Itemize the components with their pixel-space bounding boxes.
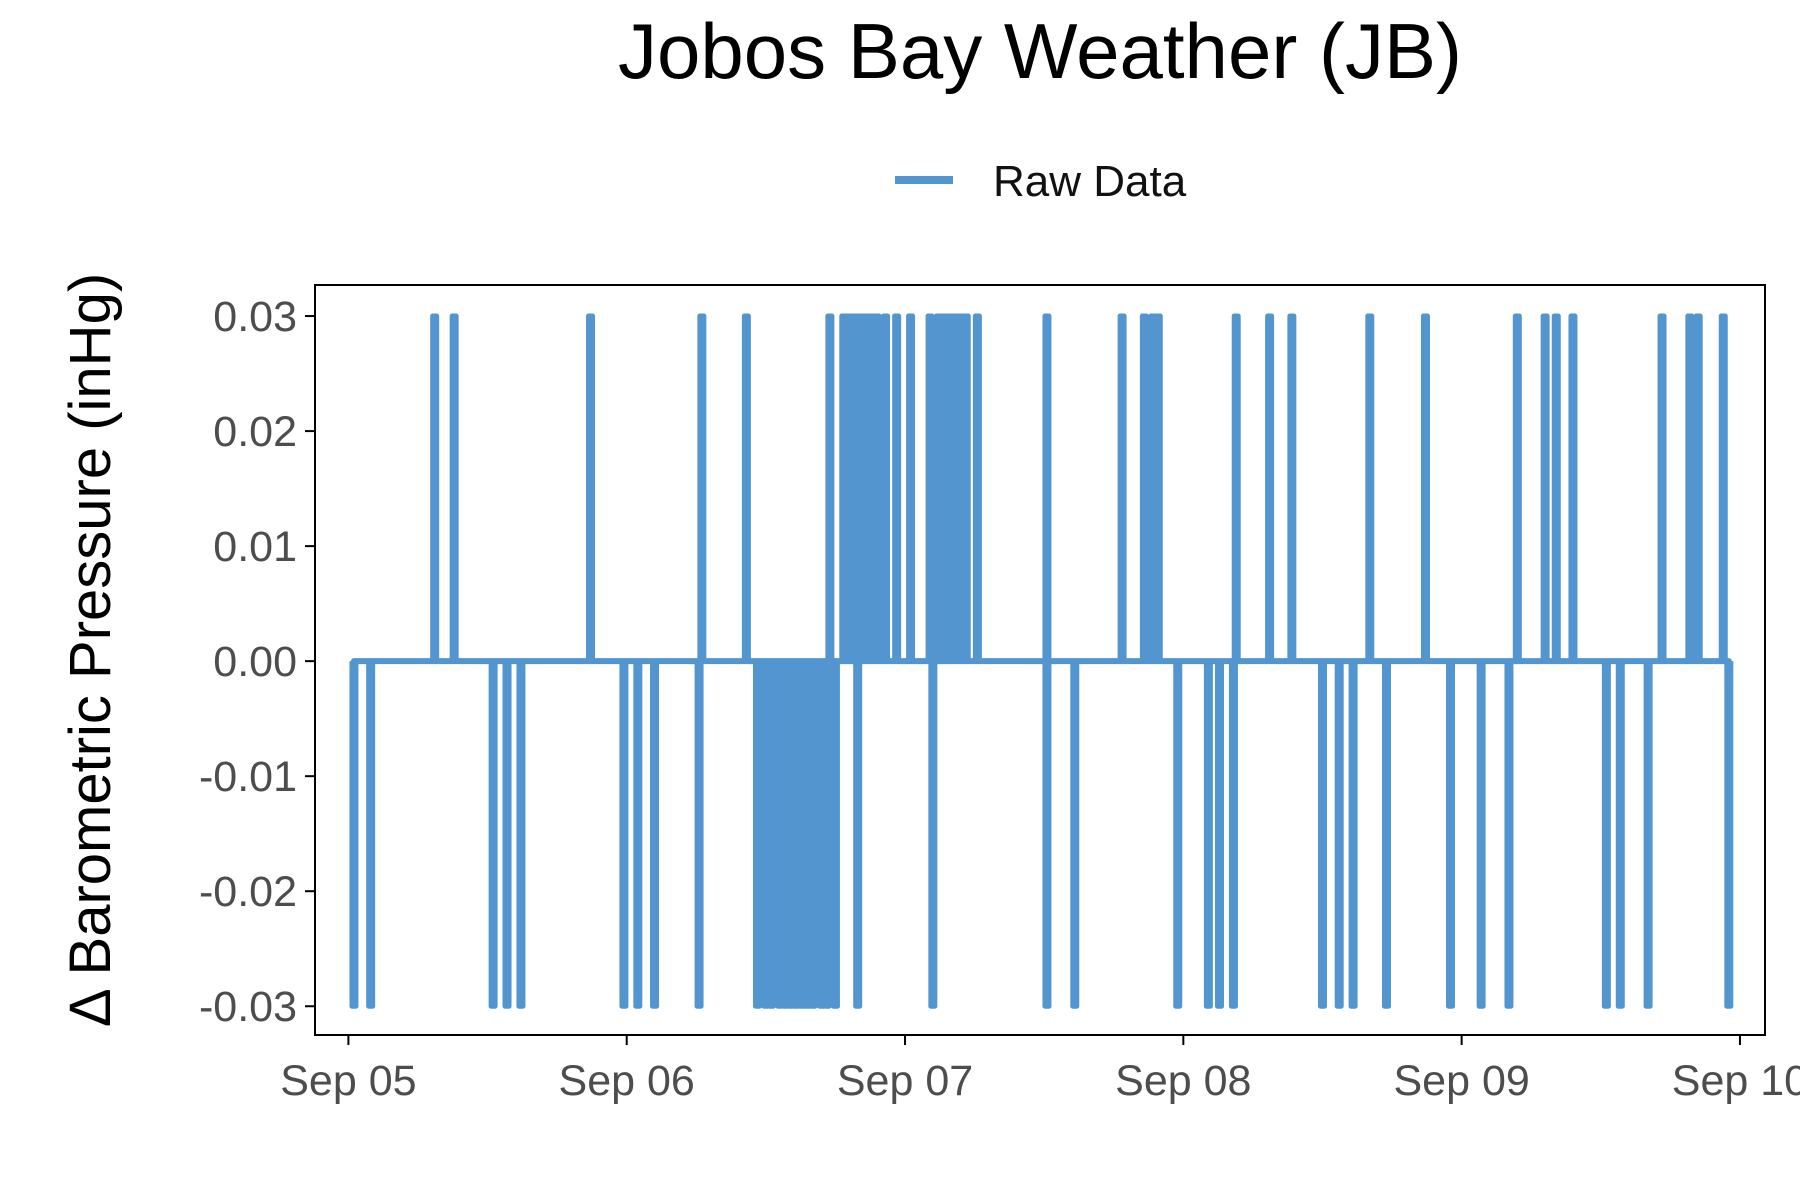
series-spike-negative-19 <box>808 661 818 1009</box>
series-spike-positive-33 <box>1365 313 1375 662</box>
series-spike-positive-39 <box>1657 313 1667 662</box>
series-spike-negative-41 <box>1724 661 1734 1009</box>
series-spike-positive-32 <box>1287 313 1297 662</box>
y-tick-label: 0.02 <box>213 408 297 456</box>
series-spike-positive-41 <box>1693 313 1703 662</box>
series-spike-negative-12 <box>766 661 776 1009</box>
series-spike-negative-9 <box>694 661 704 1009</box>
series-spike-negative-23 <box>853 661 863 1009</box>
series-spike-positive-36 <box>1540 313 1550 662</box>
y-tick-label: -0.02 <box>199 868 297 916</box>
series-spike-positive-27 <box>1139 313 1149 662</box>
x-tick-label: Sep 08 <box>1115 1057 1251 1105</box>
series-spike-negative-35 <box>1446 661 1456 1009</box>
legend-label-raw-data: Raw Data <box>993 157 1187 206</box>
series-spike-negative-36 <box>1476 661 1486 1009</box>
series-spike-positive-17 <box>925 313 935 662</box>
plot-panel-border <box>314 284 1766 1036</box>
series-spike-positive-34 <box>1420 313 1430 662</box>
series-spike-negative-32 <box>1334 661 1344 1009</box>
series-spike-positive-31 <box>1265 313 1275 662</box>
series-spike-negative-22 <box>830 661 840 1009</box>
y-tick-label: 0.01 <box>213 523 297 571</box>
series-spike-negative-30 <box>1228 661 1238 1009</box>
series-spike-positive-23 <box>961 313 971 662</box>
y-axis-title: Δ Barometric Pressure (inHg) <box>58 273 123 1027</box>
y-tick-label: 0.03 <box>213 293 297 341</box>
series-spike-positive-26 <box>1117 313 1127 662</box>
series-spike-negative-1 <box>349 661 359 1009</box>
series-spike-positive-29 <box>1153 313 1163 662</box>
x-axis: Sep 05 Sep 06 Sep 07 Sep 08 Sep 09 Sep 10 <box>280 1035 1800 1105</box>
series-spike-positive-14 <box>881 313 891 662</box>
x-tick-label: Sep 07 <box>837 1057 973 1105</box>
series-spike-positive-30 <box>1231 313 1241 662</box>
series-spike-negative-34 <box>1382 661 1391 1009</box>
series-spike-negative-31 <box>1317 661 1327 1009</box>
series-spike-negative-37 <box>1504 661 1514 1009</box>
series-spike-positive-42 <box>1718 313 1728 662</box>
series-spike-negative-4 <box>502 661 512 1009</box>
x-tick-label: Sep 10 <box>1672 1057 1800 1105</box>
series-spike-positive-40 <box>1685 313 1695 662</box>
series-spike-negative-28 <box>1203 661 1213 1009</box>
series-spike-positive-2 <box>449 313 459 662</box>
series-spike-negative-8 <box>650 661 660 1009</box>
series-spike-positive-1 <box>430 313 440 662</box>
y-tick-label: -0.03 <box>199 983 297 1031</box>
series-spike-negative-6 <box>619 661 629 1009</box>
series-spike-positive-15 <box>892 313 902 662</box>
series-spike-positive-13 <box>872 313 882 662</box>
y-tick-label: 0.00 <box>213 638 297 686</box>
x-tick-label: Sep 09 <box>1393 1057 1529 1105</box>
series-spike-negative-27 <box>1173 661 1183 1009</box>
series-spike-negative-21 <box>822 661 832 1009</box>
series-spike-positive-6 <box>825 313 835 662</box>
series-spike-positive-3 <box>586 313 596 662</box>
x-tick-label: Sep 06 <box>559 1057 695 1105</box>
series-spike-negative-39 <box>1615 661 1625 1009</box>
series-spike-positive-4 <box>697 313 707 662</box>
series-spike-negative-40 <box>1643 661 1653 1009</box>
series-spike-positive-35 <box>1512 313 1522 662</box>
y-tick-label: -0.01 <box>199 753 297 801</box>
series-spike-negative-25 <box>1042 661 1052 1009</box>
series-spike-negative-26 <box>1070 661 1080 1009</box>
chart-title: Jobos Bay Weather (JB) <box>618 7 1462 95</box>
legend: Raw Data <box>895 157 1187 206</box>
series-spike-negative-33 <box>1348 661 1358 1009</box>
series-spike-positive-38 <box>1568 313 1578 662</box>
series-spike-negative-5 <box>516 661 526 1009</box>
series-spike-negative-2 <box>366 661 376 1009</box>
series-spike-negative-10 <box>753 661 763 1009</box>
series-spike-negative-24 <box>928 661 938 1009</box>
series-spike-negative-3 <box>488 661 498 1009</box>
series-spike-positive-37 <box>1551 313 1561 662</box>
series-spike-positive-5 <box>741 313 751 662</box>
series-spike-positive-25 <box>1042 313 1052 662</box>
series-spike-negative-7 <box>633 661 643 1009</box>
series-spike-negative-29 <box>1215 661 1225 1009</box>
x-tick-label: Sep 05 <box>280 1057 416 1105</box>
series-spike-positive-16 <box>906 313 916 662</box>
series-spike-negative-38 <box>1601 661 1611 1009</box>
series-spike-positive-24 <box>972 313 982 662</box>
plot-area <box>349 313 1734 1009</box>
y-axis: 0.03 0.02 0.01 0.00 -0.01 -0.02 -0.03 <box>199 293 315 1031</box>
